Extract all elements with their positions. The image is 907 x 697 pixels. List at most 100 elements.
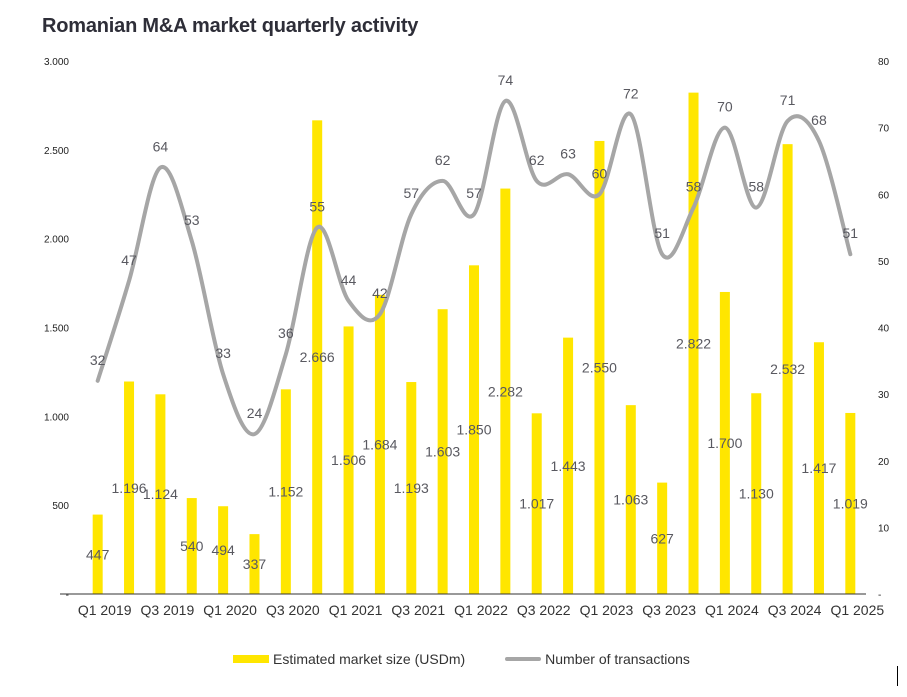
line-data-label: 72 [623, 85, 639, 101]
bar-data-label: 627 [650, 530, 674, 546]
bar [280, 389, 291, 594]
bar [657, 482, 668, 594]
line-data-label: 68 [811, 112, 827, 128]
x-tick-label: Q3 2020 [266, 602, 320, 618]
x-axis: Q1 2019 Q3 2019 Q1 2020 Q3 2020 Q1 2021 Q3 20… [78, 602, 885, 618]
bar-data-label: 1.152 [268, 484, 303, 500]
legend-swatch-line [505, 657, 542, 661]
y-left-tick-label: 3.000 [44, 57, 69, 68]
bar-series [92, 92, 856, 594]
line-data-label: 51 [843, 225, 859, 241]
text-cursor [897, 666, 898, 686]
bar [813, 342, 824, 594]
bar-data-label: 1.506 [331, 452, 366, 468]
line-data-label: 57 [403, 185, 419, 201]
y-left-tick-label: 2.000 [44, 235, 69, 246]
bar [186, 498, 197, 594]
y-right-tick-label: 40 [878, 324, 890, 335]
bar-data-label: 1.196 [112, 480, 147, 496]
x-tick-label: Q3 2019 [141, 602, 195, 618]
bar [374, 294, 385, 594]
bar-data-label: 2.550 [582, 359, 617, 375]
bar [406, 382, 417, 594]
bar [563, 337, 574, 594]
x-tick-label: Q1 2021 [329, 602, 383, 618]
legend: Estimated market size (USDm) Number of t… [233, 651, 730, 667]
bar-data-label: 1.684 [362, 436, 397, 452]
line-data-label: 58 [748, 179, 764, 195]
line-data-label: 51 [654, 225, 670, 241]
bar [531, 413, 542, 594]
legend-item-transactions: Number of transactions [505, 651, 690, 667]
line-data-label: 44 [341, 272, 357, 288]
bar-data-label: 1.130 [739, 486, 774, 502]
x-tick-label: Q1 2024 [705, 602, 759, 618]
bar-data-label: 2.822 [676, 335, 711, 351]
y-left-tick-label: 1.000 [44, 412, 69, 423]
x-tick-label: Q1 2023 [580, 602, 634, 618]
bar [782, 144, 793, 594]
legend-label-transactions: Number of transactions [545, 651, 690, 667]
y-right-tick-label: 60 [878, 190, 890, 201]
y-right-tick-label: 30 [878, 390, 890, 401]
bar-data-label: 1.417 [801, 460, 836, 476]
y-right-tick-label: 50 [878, 257, 890, 268]
line-data-label: 55 [309, 199, 325, 215]
y-left-tick-label: - [66, 590, 69, 601]
bar [845, 412, 856, 594]
legend-label-market-size: Estimated market size (USDm) [273, 651, 466, 667]
bar [751, 393, 762, 594]
line-data-labels: 32 47 64 53 33 24 36 55 44 42 57 62 57 74 62 63 60 72 51 58… [90, 72, 858, 421]
bar-data-label: 1.193 [394, 480, 429, 496]
line-data-label: 42 [372, 285, 388, 301]
y-right-tick-label: 70 [878, 124, 890, 135]
y-right-tick-label: 20 [878, 457, 890, 468]
bar [124, 381, 135, 594]
bar-data-label: 1.603 [425, 444, 460, 460]
bar [92, 514, 103, 594]
line-data-label: 63 [560, 145, 576, 161]
bar [469, 265, 479, 594]
x-tick-label: Q3 2022 [517, 602, 571, 618]
x-tick-label: Q1 2019 [78, 602, 132, 618]
bar [218, 506, 229, 594]
bar [312, 120, 323, 594]
bar-data-label: 1.063 [613, 492, 648, 508]
bar [594, 140, 605, 594]
y-axis-right: - 10 20 30 40 50 60 70 80 [878, 57, 890, 601]
bar [249, 534, 260, 594]
line-data-label: 33 [215, 345, 231, 361]
line-data-label: 64 [153, 139, 169, 155]
y-right-tick-label: 10 [878, 523, 890, 534]
y-left-tick-label: 500 [52, 501, 69, 512]
bar-data-label: 447 [86, 546, 110, 562]
bar-data-label: 1.850 [456, 422, 491, 438]
line-data-label: 32 [90, 352, 106, 368]
bar [437, 309, 448, 594]
bar-data-label: 2.666 [300, 349, 335, 365]
y-left-tick-label: 2.500 [44, 146, 69, 157]
line-data-label: 62 [529, 152, 545, 168]
bar [500, 188, 511, 594]
bar-data-label: 540 [180, 538, 204, 554]
bar-data-label: 1.017 [519, 496, 554, 512]
line-data-label: 53 [184, 212, 200, 228]
bar [625, 405, 636, 594]
y-axis-left: - 500 1.000 1.500 2.000 2.500 3.000 [44, 57, 69, 601]
line-data-label: 70 [717, 99, 733, 115]
line-data-label: 36 [278, 325, 294, 341]
x-tick-label: Q3 2023 [642, 602, 696, 618]
bar-data-label: 1.700 [707, 435, 742, 451]
bar-data-label: 1.019 [833, 495, 868, 511]
x-tick-label: Q3 2021 [391, 602, 445, 618]
bar-data-label: 2.532 [770, 361, 805, 377]
bar-data-label: 2.282 [488, 383, 523, 399]
y-right-tick-label: 80 [878, 57, 890, 68]
line-data-label: 24 [247, 405, 263, 421]
line-data-label: 58 [686, 179, 702, 195]
line-data-label: 60 [592, 165, 608, 181]
x-tick-label: Q1 2020 [203, 602, 257, 618]
bar [688, 92, 699, 594]
legend-swatch-bar [233, 655, 269, 663]
